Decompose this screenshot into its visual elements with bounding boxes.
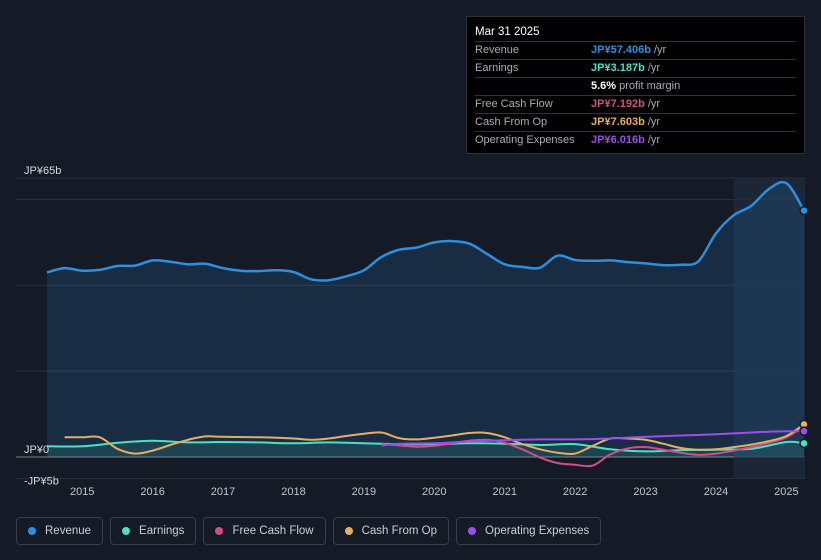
revenue-area xyxy=(47,182,804,458)
legend-item-earnings[interactable]: Earnings xyxy=(110,517,197,545)
legend-item-revenue[interactable]: Revenue xyxy=(16,517,104,545)
tooltip-label: Cash From Op xyxy=(475,116,548,128)
x-axis-tick-label: 2020 xyxy=(422,486,446,498)
x-axis-tick-label: 2022 xyxy=(563,486,587,498)
tooltip-value: JP¥3.187b xyxy=(591,62,645,74)
revenue-end-point xyxy=(799,205,809,216)
y-axis-label: -JP¥5b xyxy=(24,475,59,487)
tooltip-label: Earnings xyxy=(475,62,519,74)
x-axis-tick-label: 2024 xyxy=(704,486,728,498)
legend-label: Cash From Op xyxy=(361,525,438,537)
gridlines xyxy=(16,177,805,479)
legend-item-operating-expenses[interactable]: Operating Expenses xyxy=(456,517,602,545)
tooltip-value: JP¥57.406b xyxy=(591,44,651,56)
revenue-dot-icon xyxy=(28,527,36,535)
y-axis-label: JP¥0 xyxy=(24,444,49,456)
cash-from-op-line xyxy=(64,423,805,456)
x-axis: 2015 2016 2017 2018 2019 2020 2021 2022 2023 2024… xyxy=(70,486,799,498)
tooltip-value: JP¥6.016b xyxy=(591,134,645,146)
legend-label: Operating Expenses xyxy=(485,525,590,537)
x-axis-tick-label: 2015 xyxy=(70,486,94,498)
tooltip-label: Free Cash Flow xyxy=(475,98,553,110)
tooltip-label: Operating Expenses xyxy=(475,134,575,146)
legend-label: Earnings xyxy=(139,525,185,537)
y-axis-label: JP¥65b xyxy=(24,165,61,177)
tooltip-unit: /yr xyxy=(647,62,661,74)
x-axis-tick-label: 2017 xyxy=(211,486,235,498)
tooltip-value: JP¥7.603b xyxy=(591,116,645,128)
x-axis-tick-label: 2018 xyxy=(281,486,305,498)
earnings-end-point xyxy=(799,438,809,449)
legend-label: Revenue xyxy=(45,525,92,537)
operating-expenses-line xyxy=(381,430,804,447)
tooltip-row-revenue: Revenue JP¥57.406b /yr xyxy=(475,42,796,60)
tooltip-unit: /yr xyxy=(647,98,661,110)
legend: Revenue Earnings Free Cash Flow Cash Fro… xyxy=(16,517,608,545)
legend-label: Free Cash Flow xyxy=(232,525,314,537)
tooltip-unit: /yr xyxy=(647,134,661,146)
y-axis: JP¥65b JP¥0 -JP¥5b xyxy=(24,165,61,487)
legend-item-free-cash-flow[interactable]: Free Cash Flow xyxy=(203,517,326,545)
tooltip-row-free-cash-flow: Free Cash Flow JP¥7.192b /yr xyxy=(475,96,796,114)
forecast-highlight xyxy=(733,178,805,479)
legend-item-cash-from-op[interactable]: Cash From Op xyxy=(332,517,450,545)
tooltip-row-profit-margin: 5.6% profit margin xyxy=(475,78,796,96)
tooltip-panel: Mar 31 2025 Revenue JP¥57.406b /yr Earni… xyxy=(466,16,805,154)
x-axis-tick-label: 2016 xyxy=(140,486,164,498)
tooltip-value: 5.6% xyxy=(591,80,617,92)
operating-expenses-dot-icon xyxy=(468,527,477,535)
revenue-line xyxy=(46,180,806,282)
tooltip-date: Mar 31 2025 xyxy=(475,23,796,42)
tooltip-value: JP¥7.192b xyxy=(591,98,645,110)
tooltip-unit: /yr xyxy=(653,44,667,56)
tooltip-label: Revenue xyxy=(475,44,520,56)
x-axis-tick-label: 2023 xyxy=(633,486,657,498)
series-group xyxy=(46,180,809,468)
tooltip-row-cash-from-op: Cash From Op JP¥7.603b /yr xyxy=(475,114,796,132)
tooltip-label xyxy=(475,78,591,95)
x-axis-tick-label: 2025 xyxy=(774,486,798,498)
x-axis-tick-label: 2019 xyxy=(352,486,376,498)
operating-expenses-end-point xyxy=(799,426,809,436)
cash-from-op-dot-icon xyxy=(344,527,353,535)
tooltip-unit: /yr xyxy=(647,116,661,128)
free-cash-flow-dot-icon xyxy=(215,527,224,535)
highlight-band xyxy=(733,178,805,479)
tooltip-unit: profit margin xyxy=(619,80,681,92)
tooltip-row-earnings: Earnings JP¥3.187b /yr xyxy=(475,60,796,78)
earnings-dot-icon xyxy=(122,527,131,535)
x-axis-tick-label: 2021 xyxy=(492,486,516,498)
tooltip-row-operating-expenses: Operating Expenses JP¥6.016b /yr xyxy=(475,132,796,149)
